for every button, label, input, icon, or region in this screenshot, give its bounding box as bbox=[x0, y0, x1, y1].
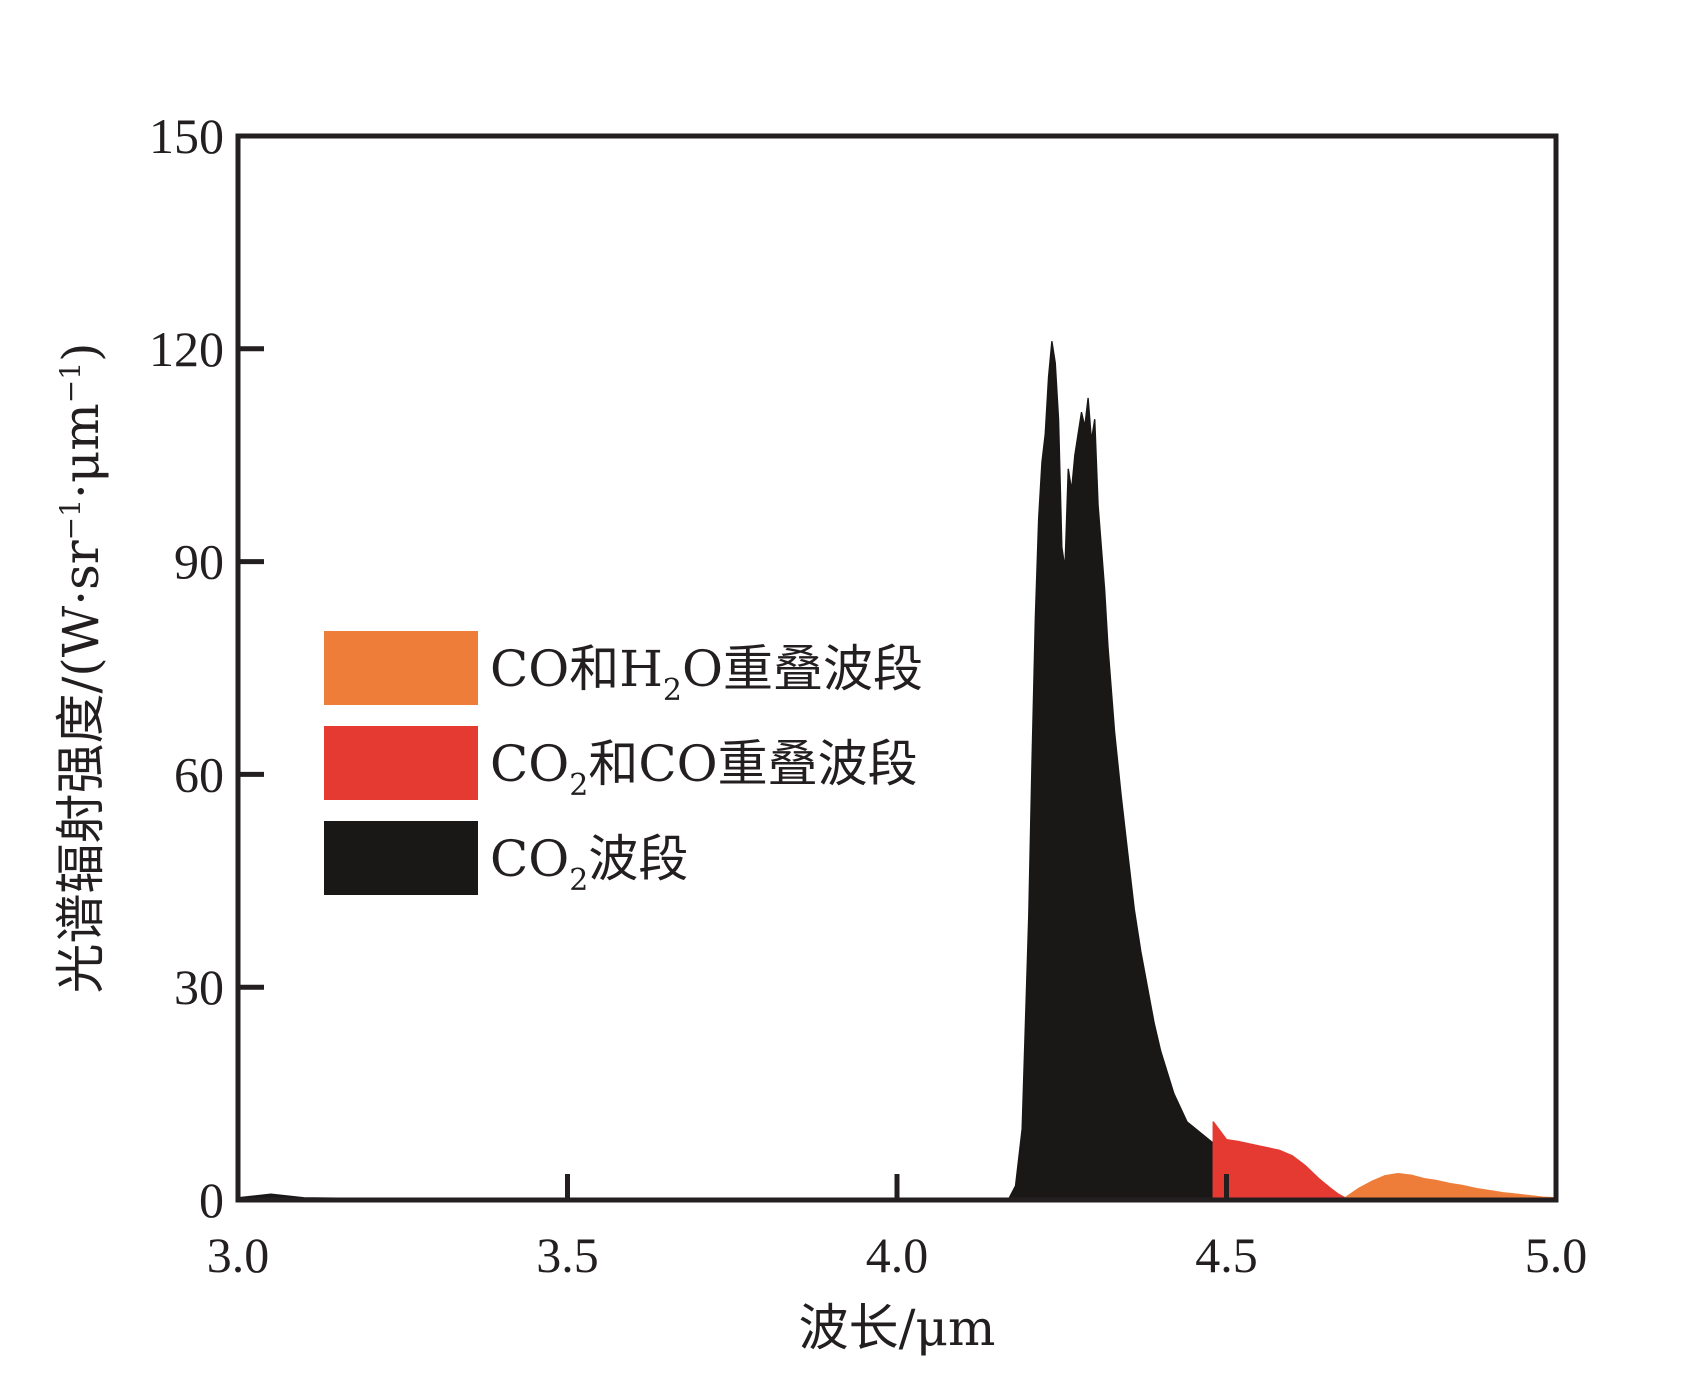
y-tick-label: 60 bbox=[174, 746, 224, 802]
x-tick-label: 4.5 bbox=[1195, 1227, 1258, 1283]
y-axis-title-end: ) bbox=[52, 342, 110, 362]
y-axis-title-main: 光谱辐射强度/(W·sr bbox=[52, 540, 110, 993]
legend-swatch-1 bbox=[324, 726, 478, 800]
x-axis: 3.0 3.5 4.0 4.5 5.0 bbox=[207, 1174, 1588, 1283]
legend-label-2: CO2波段 bbox=[490, 830, 688, 898]
y-tick-label: 150 bbox=[149, 108, 224, 164]
legend: CO和H2O重叠波段 CO2和CO重叠波段 CO2波段 bbox=[324, 631, 923, 898]
y-axis-title-sup1: −1 bbox=[54, 499, 87, 540]
y-tick-label: 0 bbox=[199, 1172, 224, 1228]
y-axis-title: 光谱辐射强度/(W·sr−1·μm−1) bbox=[52, 342, 110, 993]
legend-swatch-2 bbox=[324, 821, 478, 895]
series-area-2 bbox=[1344, 1173, 1557, 1201]
y-tick-label: 30 bbox=[174, 959, 224, 1015]
y-tick-label: 120 bbox=[149, 321, 224, 377]
series-area-1 bbox=[1212, 1121, 1346, 1201]
y-axis-title-mid: ·μm bbox=[52, 403, 110, 499]
legend-label-1: CO2和CO重叠波段 bbox=[490, 735, 918, 803]
x-tick-label: 5.0 bbox=[1525, 1227, 1588, 1283]
x-tick-label: 3.5 bbox=[536, 1227, 599, 1283]
y-tick-label: 90 bbox=[174, 534, 224, 590]
legend-swatch-0 bbox=[324, 631, 478, 705]
x-tick-label: 3.0 bbox=[207, 1227, 270, 1283]
y-axis-title-sup2: −1 bbox=[54, 362, 87, 403]
x-axis-title: 波长/μm bbox=[799, 1299, 996, 1357]
y-axis: 0 30 60 90 120 150 bbox=[149, 108, 264, 1228]
x-tick-label: 4.0 bbox=[866, 1227, 929, 1283]
legend-label-0: CO和H2O重叠波段 bbox=[490, 640, 923, 708]
series-layer bbox=[237, 340, 1557, 1201]
